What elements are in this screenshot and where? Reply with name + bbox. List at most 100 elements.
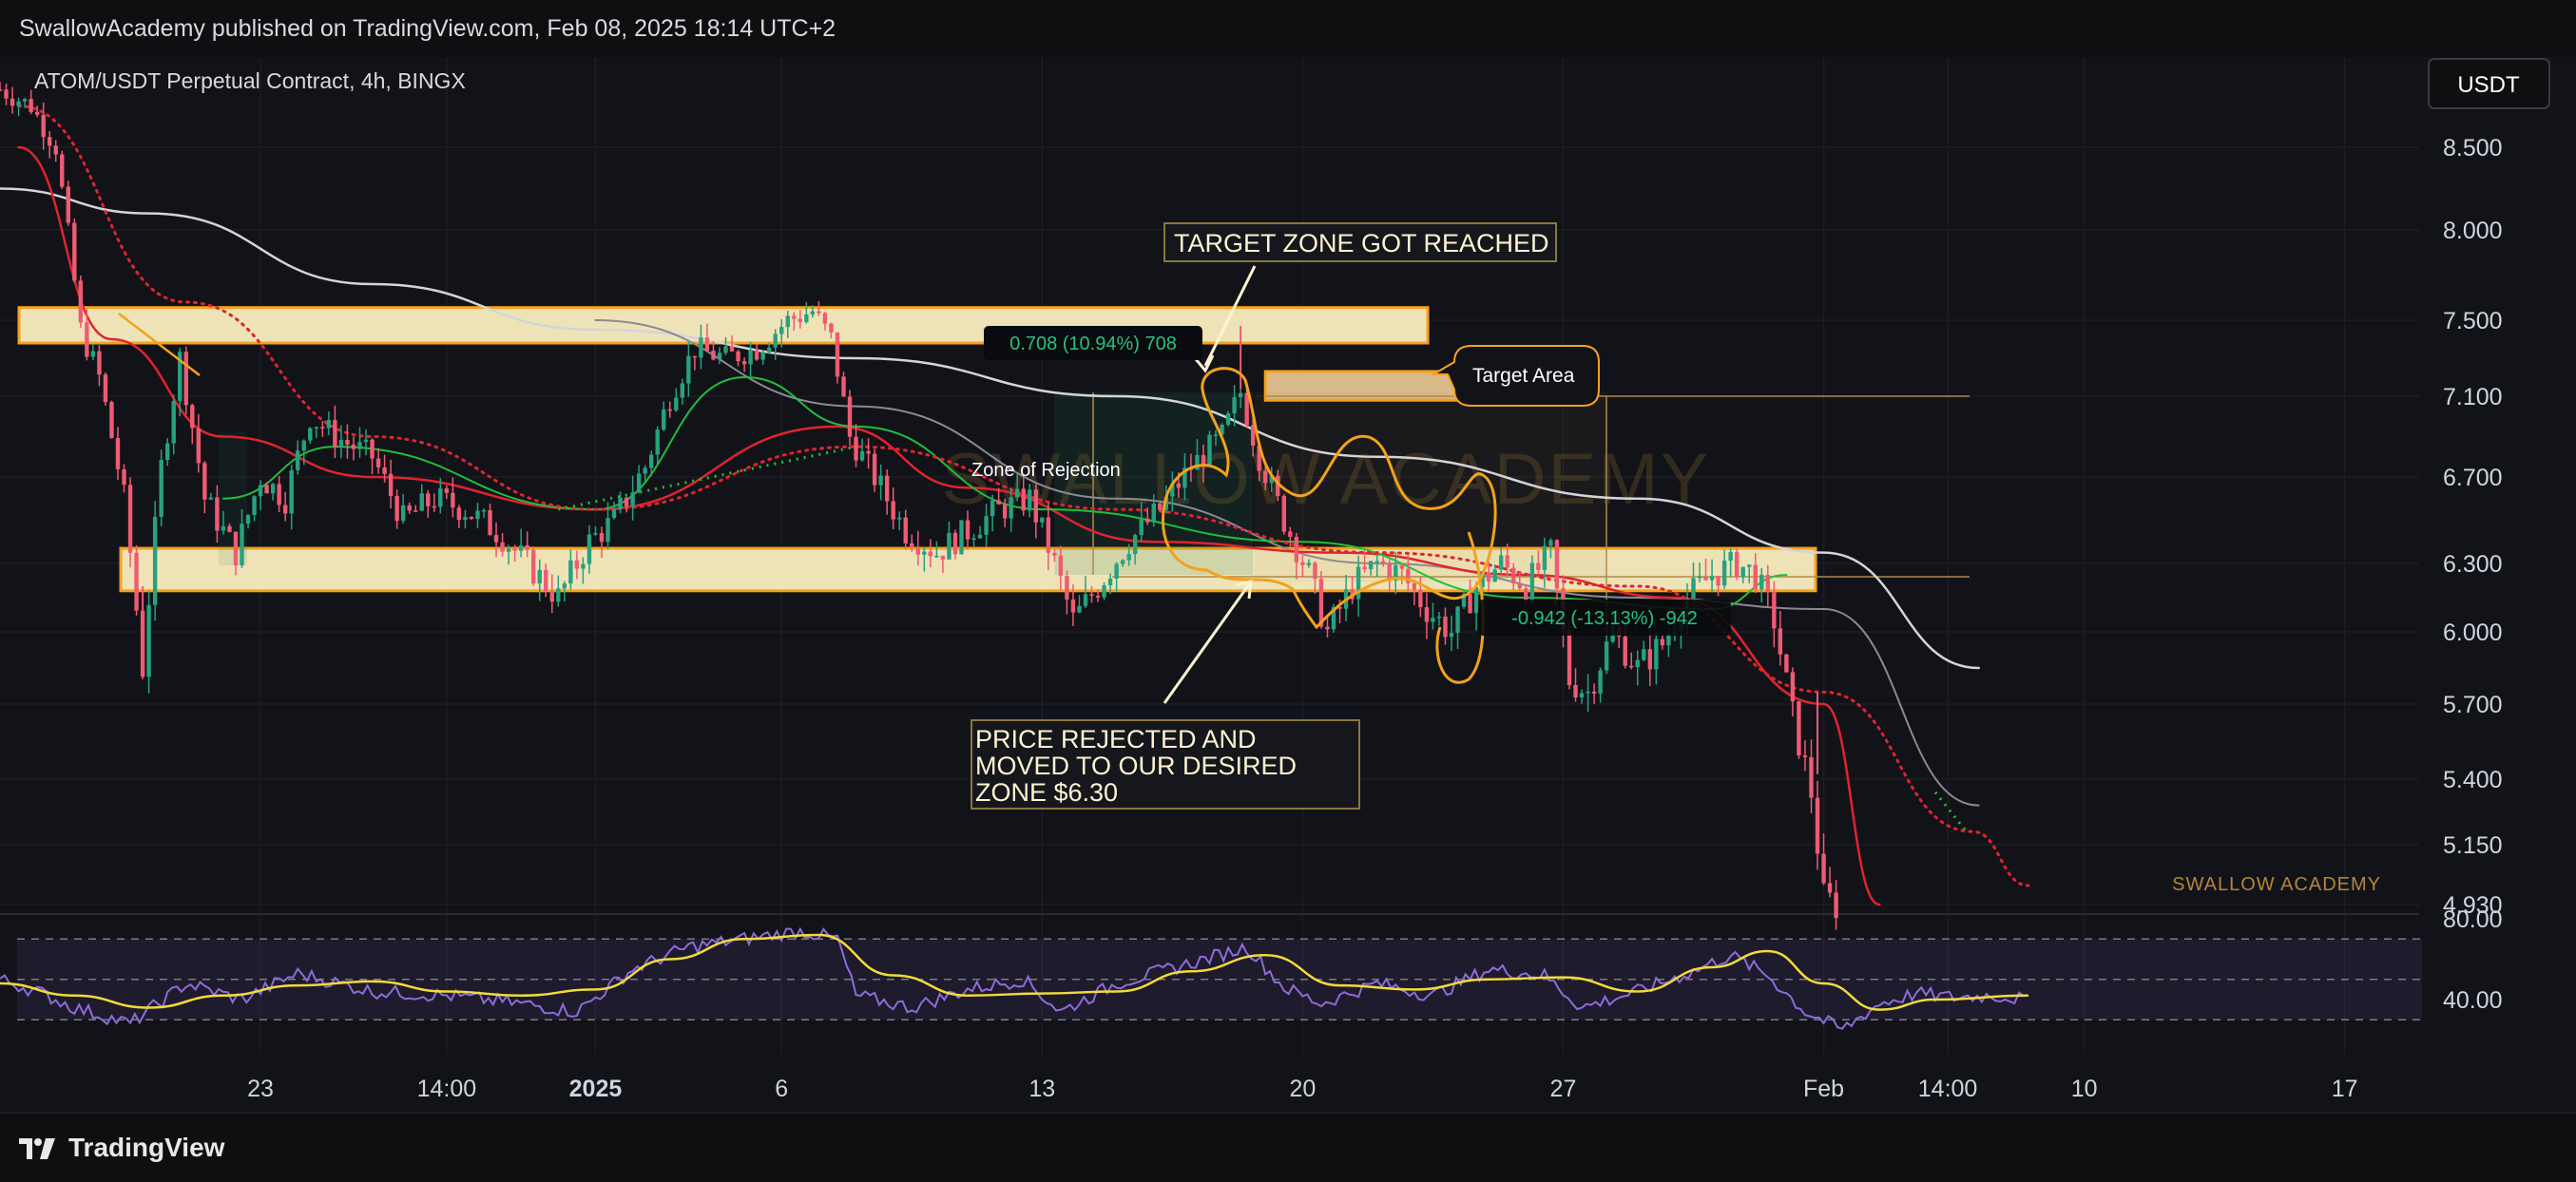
candle-body xyxy=(407,505,412,511)
moving-average-dotted-green-tail xyxy=(1933,791,1968,833)
candle-body xyxy=(308,428,313,441)
candle-body xyxy=(1244,392,1249,426)
candle-body xyxy=(984,516,989,535)
candle-body xyxy=(655,429,660,455)
candle-body xyxy=(29,99,33,112)
candle-body xyxy=(419,493,424,511)
candle-body xyxy=(556,588,561,602)
candle-body xyxy=(53,145,58,155)
candle-body xyxy=(1375,561,1379,562)
candle-body xyxy=(549,591,554,602)
rejected-text-line1: PRICE REJECTED AND xyxy=(975,725,1257,753)
candle-body xyxy=(1158,503,1163,510)
candle-body xyxy=(1257,445,1261,471)
candle-body xyxy=(400,505,406,522)
candle-body xyxy=(1220,425,1224,435)
candle-body xyxy=(773,334,778,348)
candle-body xyxy=(1207,434,1212,467)
target-arrowhead xyxy=(1194,354,1215,373)
candle-body xyxy=(1102,585,1106,598)
candle-body xyxy=(1772,592,1777,629)
candle-body xyxy=(103,374,108,403)
time-tick-label: 20 xyxy=(1289,1076,1316,1102)
candle-body xyxy=(792,315,797,319)
candle-body xyxy=(1028,489,1032,511)
candle-body xyxy=(1473,587,1479,614)
candle-body xyxy=(779,327,784,334)
moving-average-dotted-green-segment xyxy=(557,445,856,511)
candle-body xyxy=(164,443,170,461)
price-chart[interactable]: SWALLOW ACADEMY 8.500 8.000 7.500 7.100 6.70… xyxy=(0,57,2576,1112)
candle-body xyxy=(878,475,883,486)
candle-body xyxy=(928,551,933,557)
corner-watermark: SWALLOW ACADEMY xyxy=(2172,874,2381,895)
candle-body xyxy=(915,547,920,555)
candle-body xyxy=(1145,518,1150,523)
candle-body xyxy=(1554,540,1560,589)
candle-body xyxy=(115,437,121,469)
candle-body xyxy=(1033,489,1038,523)
candle-body xyxy=(109,402,114,438)
candle-body xyxy=(817,311,821,314)
projected-path-drawing xyxy=(1161,367,1497,630)
candle-body xyxy=(1635,659,1640,668)
candle-body xyxy=(841,376,846,397)
candle-body xyxy=(977,534,983,539)
candle-body xyxy=(394,495,399,522)
rejected-text-line3: ZONE $6.30 xyxy=(975,778,1118,807)
candle-body xyxy=(1126,554,1131,561)
time-tick-label: 14:00 xyxy=(417,1076,477,1102)
candle-body xyxy=(463,517,468,521)
candle-body xyxy=(34,111,40,115)
candle-body xyxy=(1529,562,1535,601)
candle-body xyxy=(1709,576,1715,581)
time-tick-label: 6 xyxy=(775,1076,788,1102)
target-area-callout: Target Area xyxy=(1430,345,1600,407)
candle-body xyxy=(1747,564,1752,567)
candle-body xyxy=(41,114,46,138)
candle-body xyxy=(1238,392,1243,398)
candle-body xyxy=(432,505,436,508)
candle-body xyxy=(1499,555,1504,570)
price-tick-label: 5.700 xyxy=(2443,692,2503,718)
candle-body xyxy=(1573,684,1578,698)
candle-body xyxy=(227,525,232,532)
measure-down-label: -0.942 (-13.13%) -942 xyxy=(1478,600,1731,636)
candle-body xyxy=(66,186,70,223)
candle-body xyxy=(240,524,244,566)
candle-body xyxy=(630,492,635,506)
candle-body xyxy=(469,517,474,520)
candle-body xyxy=(1834,892,1838,919)
price-tick-label: 7.500 xyxy=(2443,308,2503,334)
tradingview-logo-icon[interactable] xyxy=(17,1134,59,1163)
candle-body xyxy=(78,280,84,323)
candle-body xyxy=(990,500,995,517)
candle-body xyxy=(245,515,251,524)
candle-body xyxy=(1107,578,1113,586)
candle-body xyxy=(643,467,647,474)
candle-body xyxy=(326,420,332,429)
key-level-zone xyxy=(17,306,1430,345)
candle-body xyxy=(1058,555,1064,577)
time-axis[interactable]: 23 14:00 2025 6 13 20 27 Feb 14:00 10 17 xyxy=(247,1076,2357,1102)
candle-body xyxy=(363,439,369,443)
target-reached-callout: TARGET ZONE GOT REACHED xyxy=(1163,222,1557,262)
currency-button[interactable]: USDT xyxy=(2428,58,2550,109)
candle-body xyxy=(1797,701,1801,756)
candle-body xyxy=(1095,596,1101,598)
candle-body xyxy=(1591,691,1597,694)
candle-body xyxy=(1455,606,1460,634)
candle-body xyxy=(903,517,908,543)
price-tick-label: 4.930 xyxy=(2443,892,2503,919)
candle-body xyxy=(252,496,257,516)
candle-body xyxy=(97,351,102,375)
candle-body xyxy=(859,450,865,461)
candle-body xyxy=(1139,518,1144,536)
candle-body xyxy=(426,493,431,506)
candle-body xyxy=(122,468,126,486)
price-axis[interactable]: 8.500 8.000 7.500 7.100 6.700 6.300 6.000 5.700… xyxy=(2443,135,2503,1014)
candle-body xyxy=(159,460,163,517)
candle-body xyxy=(866,450,871,454)
candle-body xyxy=(215,497,220,531)
candle-body xyxy=(1697,576,1702,579)
